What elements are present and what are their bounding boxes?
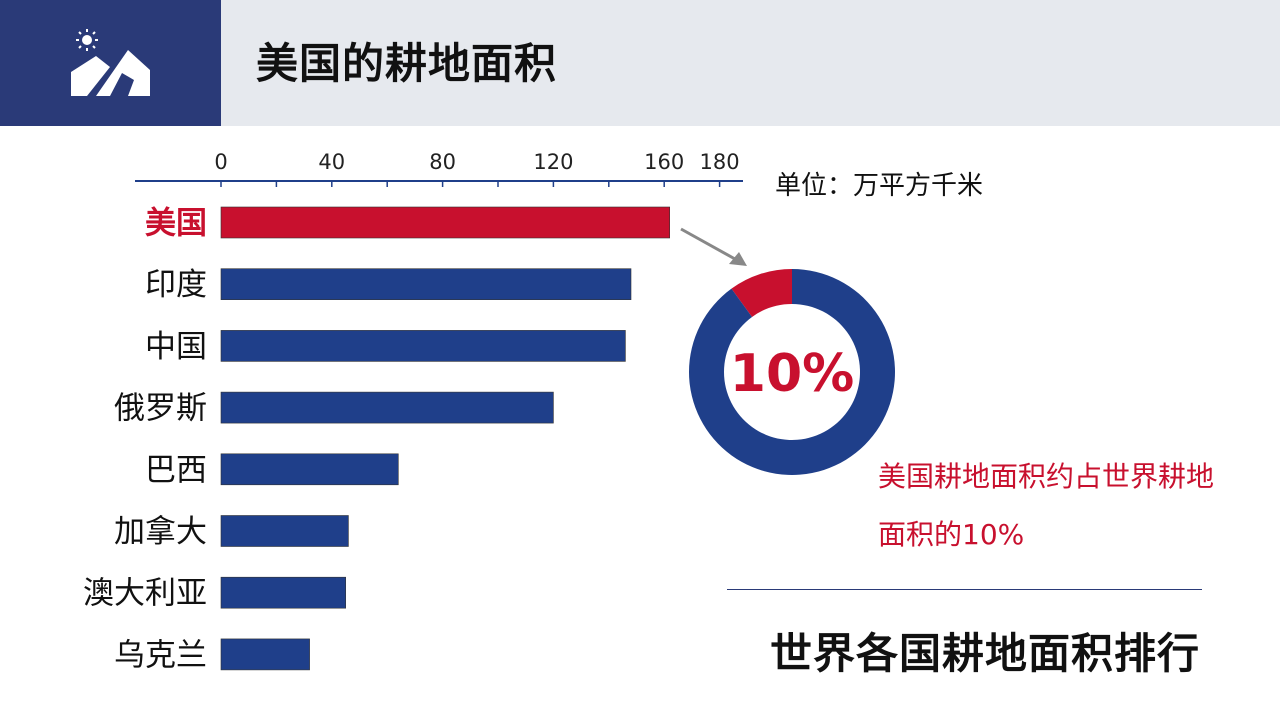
x-tick-label: 40 (318, 150, 345, 174)
bar (220, 206, 671, 239)
category-label: 中国 (145, 329, 207, 365)
bar (220, 330, 626, 362)
category-label: 加拿大 (114, 514, 207, 550)
donut-caption: 美国耕地面积约占世界耕地面积的10% (878, 460, 1215, 551)
category-label: 俄罗斯 (114, 391, 207, 427)
bar (220, 576, 346, 609)
bar (220, 268, 632, 301)
bar (220, 638, 310, 671)
sun-mountain-logo-icon (71, 29, 150, 96)
category-label: 巴西 (145, 452, 207, 488)
x-tick-label: 80 (429, 150, 456, 174)
pointer-arrow-line (680, 227, 736, 261)
category-label: 澳大利亚 (83, 576, 207, 612)
x-tick-label: 120 (533, 150, 573, 174)
x-tick-label: 180 (700, 150, 740, 174)
donut-slice (689, 269, 896, 475)
bar (220, 391, 554, 424)
donut-slice (731, 269, 792, 317)
category-label: 乌克兰 (114, 637, 207, 673)
unit-label: 单位：万平方千米 (775, 171, 984, 201)
donut-center-label: 10% (730, 344, 854, 404)
bar (220, 515, 349, 547)
category-label: 印度 (145, 267, 207, 303)
pointer-arrowhead (729, 252, 747, 266)
divider-line (727, 589, 1202, 590)
chart-title: 世界各国耕地面积排行 (769, 629, 1200, 678)
page-title: 美国的耕地面积 (256, 39, 558, 88)
x-tick-label: 160 (644, 150, 684, 174)
header-bar (221, 0, 1280, 126)
category-label: 美国 (145, 206, 207, 242)
x-tick-label: 0 (214, 150, 227, 174)
logo-panel (0, 0, 221, 126)
bar (220, 453, 399, 486)
